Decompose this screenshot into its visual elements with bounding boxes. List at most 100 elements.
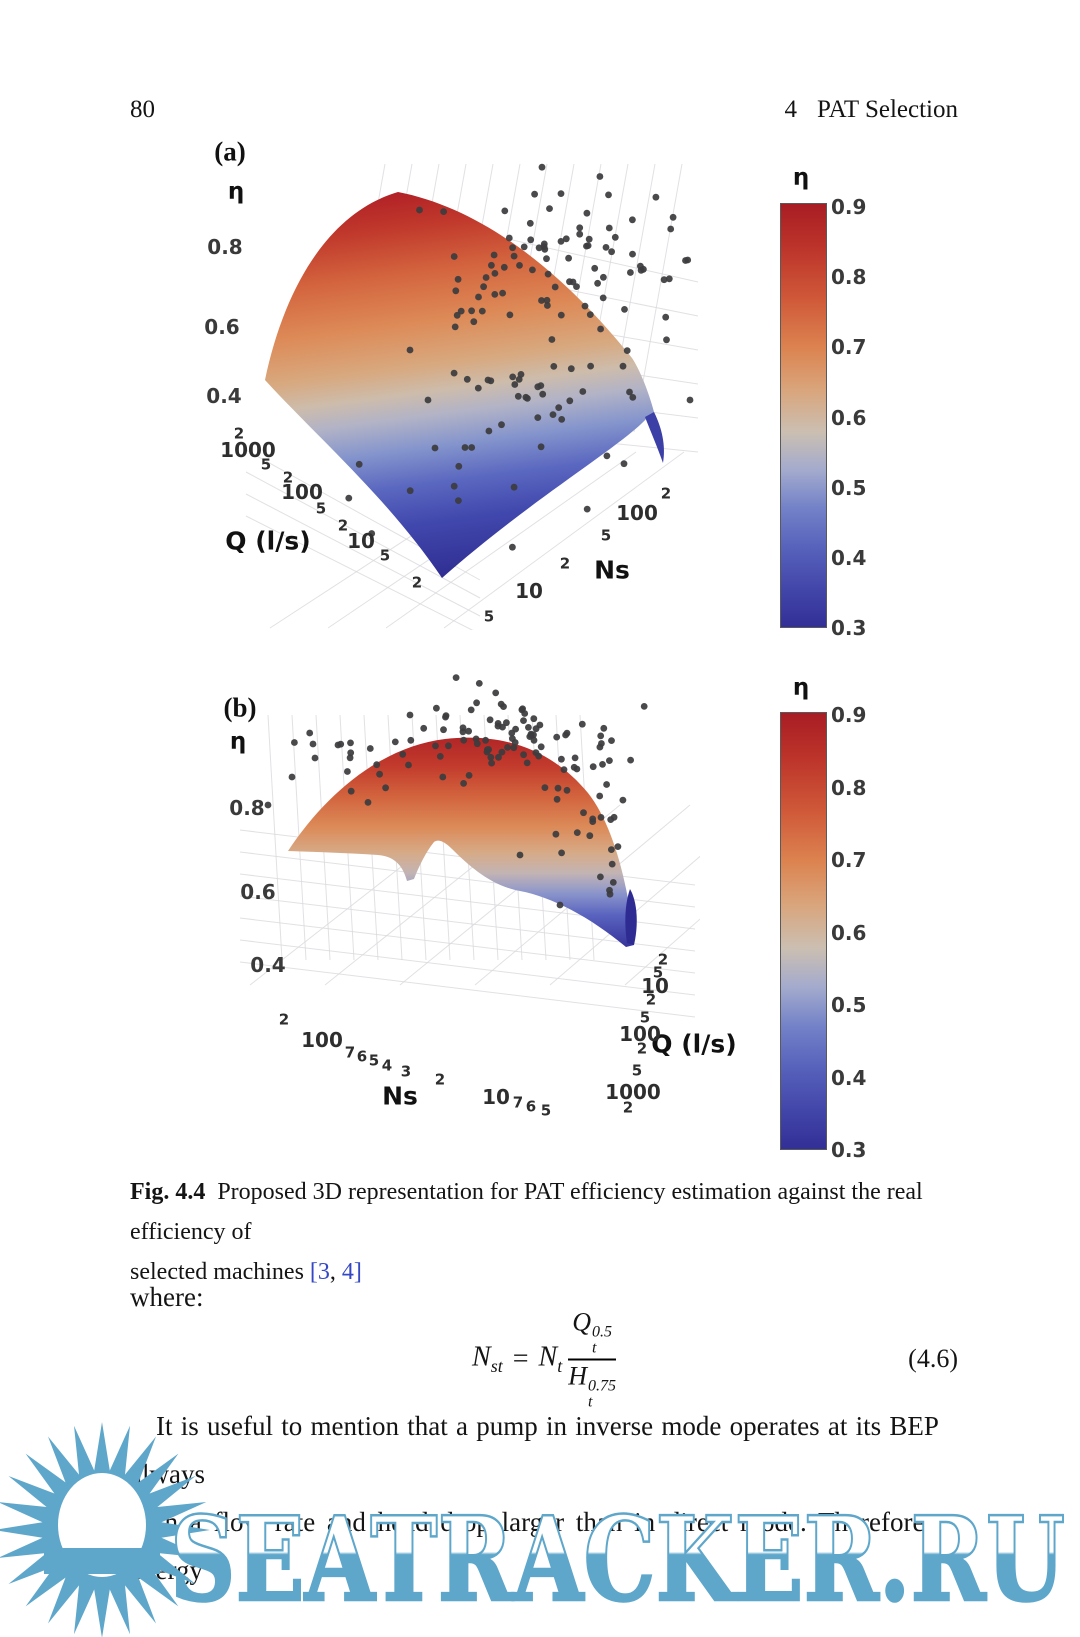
x-tick-label: 10 [482, 1085, 510, 1109]
y-tick-label: 5 [639, 1008, 651, 1027]
y-tick-label: 2 [645, 990, 657, 1009]
x-tick-label: 5 [260, 455, 272, 474]
fraction: Q 0.5 t H 0.75 t [568, 1307, 616, 1411]
colorbar-tick-label: 0.5 [831, 475, 867, 500]
surface-fold-b [625, 889, 637, 945]
caption-line2: selected machines [130, 1259, 310, 1285]
sun-icon [0, 1422, 210, 1637]
efficiency-surface-a [265, 192, 654, 578]
colorbar-tick-label: 0.3 [831, 616, 867, 640]
y-tick-label: 2 [559, 554, 571, 573]
panel-a-label: (a) [214, 136, 246, 167]
body-paragraph: It is useful to mention that a pump in i… [130, 1402, 958, 1594]
colorbar-tick-label: 0.4 [831, 545, 867, 570]
z-axis-title-b: η [229, 728, 247, 755]
surface-fold-a [645, 412, 664, 463]
y-tick-label: 10 [641, 974, 669, 998]
z-tick-label: 0.4 [250, 953, 286, 977]
colorbar-title-a: η [792, 164, 810, 191]
x-tick-label: 5 [315, 499, 327, 518]
equation-4-6: Nst = Nt Q 0.5 t H 0.75 t (4.6) [130, 1308, 958, 1411]
x-tick-label: 5 [379, 546, 391, 565]
x-tick-label: 2 [233, 424, 245, 443]
efficiency-surface-b [288, 737, 634, 947]
caption-tag: Fig. 4.4 [130, 1179, 206, 1205]
surface-plot-a [245, 163, 699, 630]
surface-plot-b [239, 674, 700, 1018]
watermark-logo: SEATRACKER.RU [0, 1422, 1066, 1637]
colorbar-tick-label: 0.8 [831, 265, 867, 290]
colorbar-b [780, 712, 827, 1150]
z-axis-title-a: η [227, 178, 245, 205]
y-tick-label: 100 [619, 1022, 661, 1046]
colorbar-title-b: η [792, 674, 810, 701]
z-tick-label: 0.8 [207, 235, 243, 259]
z-tick-label: 0.6 [240, 880, 276, 904]
x-tick-label: 2 [337, 516, 349, 535]
x-tick-label: 4 [381, 1056, 393, 1075]
colorbar-tick-label: 0.7 [831, 848, 867, 872]
figure-caption: Fig. 4.4 Proposed 3D representation for … [130, 1172, 958, 1292]
scatter-points-a [345, 163, 694, 551]
y-axis-title-b: Q (l/s) [651, 1029, 737, 1059]
x-tick-label: 6 [356, 1047, 368, 1066]
chapter-header: 4 PAT Selection [785, 96, 959, 124]
x-axis-title-b: Ns [382, 1081, 418, 1111]
x-tick-label: 2 [282, 468, 294, 487]
colorbar-tick-label: 0.9 [831, 195, 867, 219]
y-tick-label: 2 [657, 950, 669, 969]
y-tick-label: 2 [636, 1039, 648, 1058]
y-tick-label: 1000 [605, 1080, 661, 1104]
scatter-points-b [264, 674, 648, 909]
colorbar-tick-label: 0.3 [831, 1138, 867, 1162]
y-axis-title-a: Ns [594, 555, 630, 585]
where-label: where: [130, 1282, 204, 1312]
x-tick-label: 2 [278, 1010, 290, 1029]
equation-number: (4.6) [908, 1344, 958, 1373]
colorbar-tick-label: 0.7 [831, 335, 867, 360]
colorbar-tick-label: 0.6 [831, 405, 867, 430]
x-tick-label: 5 [368, 1051, 380, 1070]
x-tick-label: 6 [525, 1097, 537, 1116]
x-tick-label: 10 [347, 529, 375, 553]
x-tick-label: 5 [540, 1101, 552, 1120]
y-tick-label: 5 [652, 963, 664, 982]
page-number: 80 [130, 96, 155, 123]
x-tick-label: 100 [301, 1028, 343, 1052]
equation-body: Nst = Nt Q 0.5 t H 0.75 t [472, 1307, 616, 1411]
x-tick-label: 7 [344, 1043, 356, 1062]
chapter-number: 4 [784, 96, 798, 123]
x-axis-title-a: Q (l/s) [225, 526, 311, 556]
paragraph-line-2: with a flow rate and head drop larger th… [130, 1507, 932, 1585]
watermark-text: SEATRACKER.RU [170, 1492, 1065, 1628]
colorbar-tick-label: 0.6 [831, 920, 867, 945]
colorbar-tick-label: 0.4 [831, 1065, 867, 1090]
y-tick-label: 2 [622, 1098, 634, 1117]
chapter-title: PAT Selection [817, 96, 958, 123]
x-tick-label: 1000 [220, 438, 276, 462]
z-tick-label: 0.6 [204, 315, 240, 339]
y-tick-label: 100 [616, 501, 658, 525]
x-tick-label: 7 [512, 1093, 524, 1112]
citation-3: [3 [309, 1259, 330, 1285]
y-tick-label: 5 [483, 607, 495, 626]
running-header: 80 4 PAT Selection [130, 96, 958, 124]
y-tick-label: 2 [660, 484, 672, 503]
colorbar-tick-label: 0.9 [831, 703, 867, 727]
z-tick-label: 0.8 [229, 796, 265, 820]
colorbar-a [780, 203, 827, 628]
colorbar-tick-label: 0.8 [831, 775, 867, 800]
x-tick-label: 2 [411, 573, 423, 592]
y-tick-label: 10 [515, 579, 543, 603]
x-tick-label: 3 [400, 1062, 412, 1081]
citation-4: 4] [341, 1259, 362, 1285]
x-tick-label: 2 [434, 1070, 446, 1089]
y-tick-label: 5 [631, 1061, 643, 1080]
z-tick-label: 0.4 [206, 384, 242, 408]
colorbar-tick-label: 0.5 [831, 993, 867, 1017]
x-tick-label: 100 [281, 480, 323, 504]
y-tick-label: 5 [600, 526, 612, 545]
panel-b-label: (b) [223, 692, 257, 723]
citation-separator: , [329, 1259, 342, 1285]
